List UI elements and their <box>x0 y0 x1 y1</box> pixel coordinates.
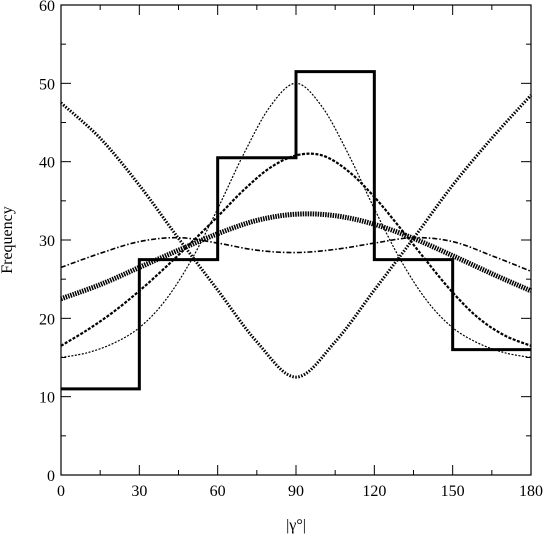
x-tick-label: 30 <box>131 483 147 500</box>
x-axis-label: |γ°| <box>286 517 306 534</box>
x-tick-label: 150 <box>441 483 465 500</box>
y-tick-label: 60 <box>39 0 55 15</box>
y-tick-label: 10 <box>39 390 55 407</box>
y-tick-label: 50 <box>39 76 55 93</box>
series-line-4-thick-hatched <box>60 211 533 302</box>
histogram-steps <box>61 70 531 391</box>
series-line-2-thick-dashed <box>60 152 532 347</box>
x-tick-label: 90 <box>288 483 304 500</box>
y-tick-label: 0 <box>47 468 55 485</box>
y-tick-label: 30 <box>39 233 55 250</box>
x-tick-label: 60 <box>210 483 226 500</box>
series-line-5-dotted <box>59 94 533 379</box>
series-line-3-dash-dot <box>60 236 532 273</box>
y-tick-label: 20 <box>39 311 55 328</box>
y-tick-label: 40 <box>39 155 55 172</box>
y-axis-label: Frequency <box>0 206 16 274</box>
tick-labels: 0 30 60 90 120 150 180 0 10 20 30 40 50 60 <box>39 0 543 500</box>
x-tick-label: 180 <box>519 483 543 500</box>
x-tick-label: 0 <box>57 483 65 500</box>
axis-ticks <box>60 4 532 476</box>
x-tick-label: 120 <box>362 483 386 500</box>
